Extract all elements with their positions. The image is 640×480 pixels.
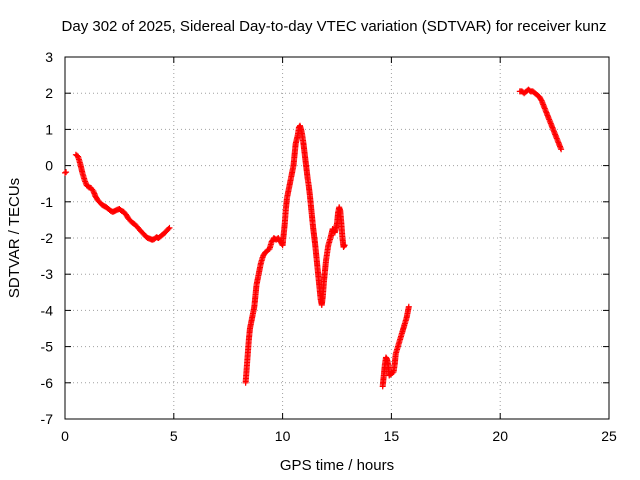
x-tick-label: 5 [170,428,178,444]
data-point [62,169,68,176]
y-tick-label: -1 [41,194,54,210]
y-tick-labels: -7 -6 -5 -4 -3 -2 -1 0 1 2 3 [41,49,54,427]
x-tick-label: 0 [61,428,69,444]
y-tick-label: -4 [41,302,54,318]
y-tick-label: -2 [41,230,54,246]
y-axis-label: SDTVAR / TECUs [6,178,23,298]
y-tick-label: 2 [45,85,53,101]
x-tick-labels: 0 5 10 15 20 25 [61,428,617,444]
data-point [165,225,172,232]
y-tick-label: -6 [41,375,54,391]
x-tick-label: 10 [275,428,291,444]
data-point [166,224,173,231]
data-point [341,242,348,249]
data-point [63,169,70,176]
data-point [558,146,565,153]
data-point [405,303,412,310]
x-tick-label: 20 [492,428,508,444]
plot-frame [64,56,610,420]
y-tick-label: -5 [41,339,54,355]
x-tick-label: 25 [601,428,617,444]
y-tick-label: -3 [41,266,54,282]
y-tick-label: 0 [45,158,53,174]
x-tick-label: 15 [384,428,400,444]
y-tick-label: 1 [45,121,53,137]
y-tick-label: -7 [41,411,54,427]
data-points [62,86,565,390]
x-axis-label: GPS time / hours [280,457,394,474]
chart-title: Day 302 of 2025, Sidereal Day-to-day VTE… [62,18,607,35]
y-tick-label: 3 [45,49,53,65]
